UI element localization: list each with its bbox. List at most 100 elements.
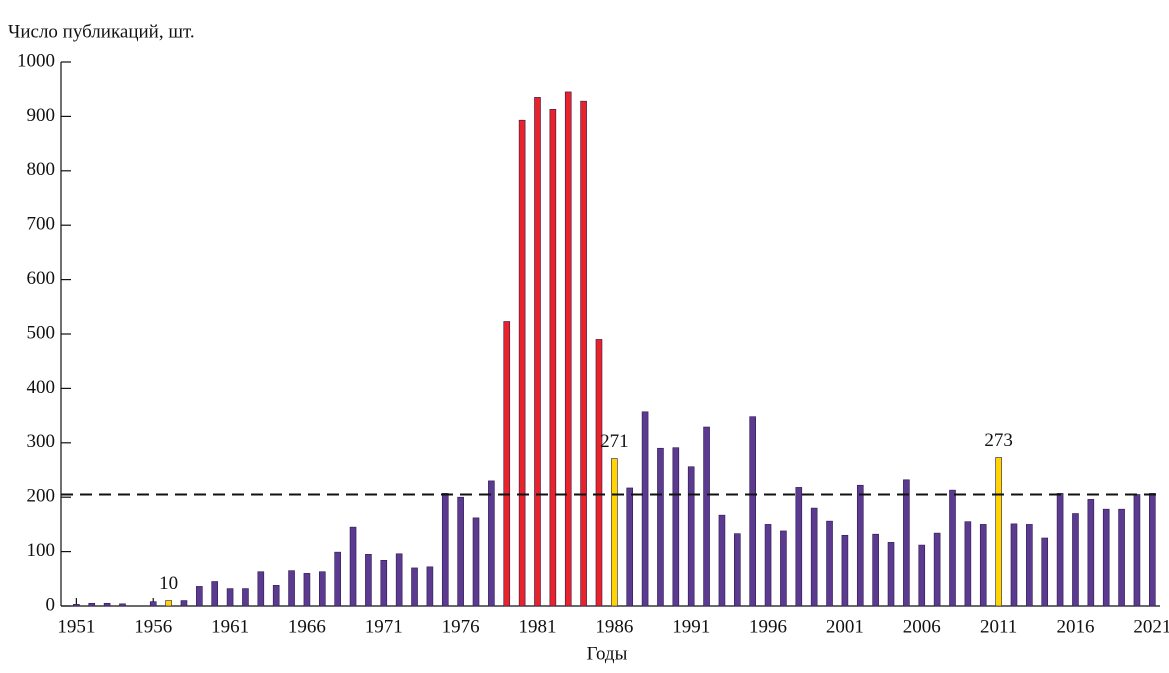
y-tick-label: 0 — [46, 594, 56, 615]
y-tick-label: 300 — [27, 431, 56, 452]
bar — [764, 524, 772, 607]
bar — [196, 586, 203, 607]
bar — [503, 321, 511, 607]
y-tick-label: 1000 — [17, 50, 55, 71]
x-axis-label: Годы — [587, 643, 628, 664]
bar — [949, 489, 956, 607]
value-label: 273 — [984, 430, 1013, 451]
y-tick-label: 800 — [27, 159, 56, 180]
bar — [1056, 493, 1064, 607]
bar — [749, 416, 756, 607]
bar — [165, 600, 172, 607]
x-tick-label: 1986 — [595, 616, 633, 637]
bar — [334, 551, 341, 607]
x-tick-label: 1956 — [134, 616, 172, 637]
bar — [380, 560, 388, 607]
bar — [518, 119, 526, 607]
value-label: 271 — [600, 431, 629, 452]
bar — [349, 526, 357, 607]
value-label: 10 — [159, 573, 178, 594]
bar — [549, 109, 557, 607]
bar — [180, 600, 188, 607]
bar — [887, 542, 895, 607]
bar — [872, 533, 879, 607]
bar — [272, 585, 280, 607]
x-tick-label: 1991 — [672, 616, 710, 637]
bar — [411, 567, 418, 607]
bar — [472, 517, 480, 607]
bar — [810, 507, 818, 607]
bar — [149, 601, 157, 607]
y-axis-label: Число публикаций, шт. — [8, 21, 195, 42]
bar — [979, 524, 987, 607]
bar — [457, 496, 464, 607]
x-tick-label: 2001 — [826, 616, 864, 637]
bar — [1133, 494, 1141, 607]
bar — [288, 570, 295, 607]
x-tick-label: 1996 — [749, 616, 787, 637]
bar — [242, 588, 249, 607]
bar — [1010, 523, 1018, 607]
bar — [1102, 508, 1110, 607]
bar — [103, 602, 111, 607]
bar — [826, 520, 833, 607]
x-tick-label: 1981 — [518, 616, 556, 637]
bar — [534, 97, 541, 607]
y-tick-label: 500 — [27, 322, 56, 343]
bar — [426, 566, 434, 607]
x-tick-label: 1976 — [442, 616, 480, 637]
bar — [1041, 537, 1049, 607]
bar — [841, 534, 849, 607]
bar — [441, 493, 449, 607]
bar — [211, 581, 219, 607]
bar — [119, 603, 126, 607]
y-tick-label: 200 — [27, 486, 56, 507]
bar — [641, 411, 649, 607]
bar — [734, 533, 741, 607]
x-tick-label: 2016 — [1056, 616, 1094, 637]
x-tick-label: 2011 — [980, 616, 1017, 637]
bar — [1149, 493, 1156, 607]
y-tick-label: 600 — [27, 268, 56, 289]
x-tick-label: 1971 — [365, 616, 403, 637]
bar — [1072, 513, 1079, 607]
bar — [580, 100, 587, 607]
bar — [365, 554, 372, 607]
x-tick-label: 2006 — [903, 616, 941, 637]
bar — [903, 479, 910, 607]
bar — [488, 480, 495, 607]
bar — [626, 487, 634, 607]
bar — [718, 514, 726, 607]
x-tick-label: 1966 — [288, 616, 326, 637]
bar — [88, 602, 96, 607]
bar — [856, 484, 864, 607]
bar — [257, 571, 265, 607]
bar — [918, 544, 926, 607]
bar — [226, 588, 234, 607]
bar — [687, 466, 695, 607]
bar — [964, 521, 972, 607]
bar — [564, 91, 572, 607]
bar — [611, 458, 618, 607]
bar — [995, 457, 1002, 607]
x-tick-label: 2021 — [1133, 616, 1169, 637]
bar — [1118, 508, 1125, 607]
bar — [303, 573, 311, 607]
bar — [595, 339, 603, 607]
bar — [395, 553, 403, 607]
bar — [703, 426, 710, 607]
bar — [1026, 524, 1033, 607]
bar — [672, 447, 680, 607]
bar — [795, 487, 803, 607]
bar — [780, 530, 787, 607]
y-tick-label: 400 — [27, 377, 56, 398]
bar — [657, 447, 664, 607]
bar — [933, 532, 941, 607]
y-tick-label: 900 — [27, 105, 56, 126]
bar — [1087, 499, 1095, 607]
y-tick-label: 700 — [27, 214, 56, 235]
bar — [319, 571, 326, 607]
y-tick-label: 100 — [27, 540, 56, 561]
bar — [73, 604, 80, 607]
